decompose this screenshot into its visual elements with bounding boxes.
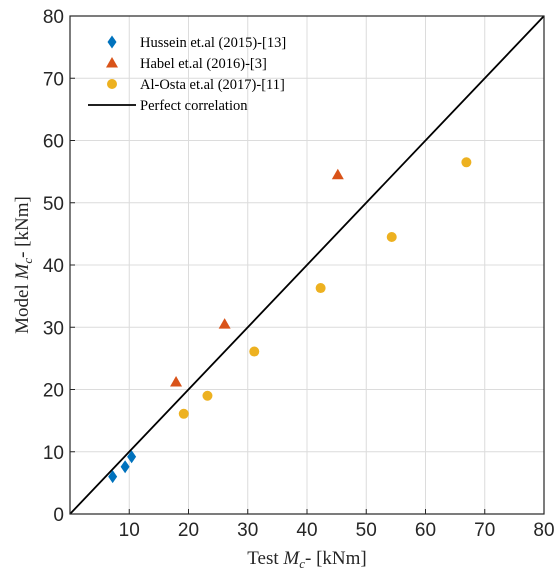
y-axis-label-prefix: Model: [12, 279, 33, 333]
y-tick-label: 20: [43, 381, 64, 402]
y-tick-label: 10: [43, 443, 64, 464]
series-3-point-2: [202, 390, 213, 401]
legend-label-3: Al-Osta et.al (2017)-[11]: [140, 77, 285, 93]
x-axis-label: Test Mc- [kNm]: [247, 548, 366, 569]
x-axis-label-suffix: - [kNm]: [305, 548, 367, 569]
y-tick-label: 80: [43, 7, 64, 28]
y-tick-label: 40: [43, 256, 64, 277]
series-2-point-2: [218, 318, 231, 329]
y-tick-label: 0: [53, 505, 64, 526]
series-1-point-1: [108, 470, 118, 484]
data-points: [108, 157, 472, 484]
y-tick-label: 70: [43, 69, 64, 90]
x-axis-label-sub: c: [299, 556, 305, 569]
y-axis-label-sub: c: [20, 258, 35, 264]
legend-marker-2: [106, 57, 118, 68]
legend-label-reference-line: Perfect correlation: [140, 98, 248, 114]
x-tick-label: 60: [415, 520, 436, 541]
legend-label-1: Hussein et.al (2015)-[13]: [140, 35, 286, 51]
x-tick-label: 40: [296, 520, 317, 541]
y-tick-label: 60: [43, 132, 64, 153]
legend-label-2: Habel et.al (2016)-[3]: [140, 56, 267, 72]
y-axis-label-suffix: - [kNm]: [12, 196, 33, 258]
x-tick-label: 70: [474, 520, 495, 541]
x-tick-label: 20: [178, 520, 199, 541]
x-tick-label: 80: [533, 520, 554, 541]
series-1-point-3: [127, 450, 137, 464]
series-3-point-4: [315, 283, 326, 294]
legend-marker-3: [107, 79, 117, 89]
legend-marker-1: [107, 35, 117, 49]
tick-labels: 10 20 30 40 50 60 70 80 0 10 20 30 40 50 60 70 80: [43, 7, 555, 541]
x-axis-label-prefix: Test: [247, 548, 283, 569]
series-2-point-3: [331, 168, 344, 180]
series-3-point-5: [386, 231, 397, 242]
x-tick-label: 50: [356, 520, 377, 541]
series-3-point-1: [178, 408, 189, 419]
perfect-correlation-line: [69, 15, 545, 515]
series-3-point-3: [249, 346, 260, 357]
series-1-point-2: [120, 460, 130, 474]
reference-line-layer: [69, 15, 545, 515]
y-tick-label: 30: [43, 318, 64, 339]
series-2-point-1: [170, 376, 183, 387]
y-tick-label: 50: [43, 194, 64, 215]
legend: Hussein et.al (2015)-[13] Habel et.al (20…: [88, 35, 286, 114]
x-tick-label: 10: [119, 520, 140, 541]
y-axis-label-math: M: [12, 262, 33, 280]
x-axis-label-math: M: [282, 548, 300, 569]
series-3-point-6: [461, 157, 472, 168]
y-axis-label: Model Mc- [kNm]: [12, 196, 35, 334]
x-tick-label: 30: [237, 520, 258, 541]
